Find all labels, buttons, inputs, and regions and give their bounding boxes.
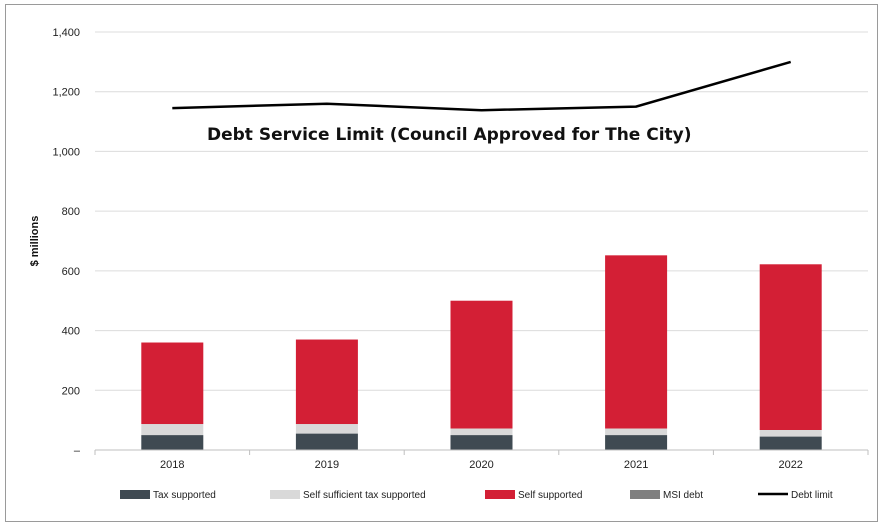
bar-2020-tax-supported xyxy=(450,435,513,450)
legend-swatch xyxy=(630,490,660,499)
bar-2019-self-sufficient-tax-supported xyxy=(295,424,358,434)
bar-2018-self-sufficient-tax-supported xyxy=(141,424,204,436)
x-axis-ticks: 2018 2019 2020 2021 2022 xyxy=(94,450,869,471)
bar-2021-tax-supported xyxy=(605,435,668,450)
legend-label: MSI debt xyxy=(663,490,703,501)
bar-2020-self-supported xyxy=(450,300,513,429)
legend-swatch xyxy=(120,490,150,499)
bar-2021-self-sufficient-tax-supported xyxy=(605,428,668,436)
x-tick-label: 2018 xyxy=(160,459,184,471)
bar-2022-self-supported xyxy=(759,264,822,430)
legend-label: Self sufficient tax supported xyxy=(303,490,426,501)
y-tick-label: 600 xyxy=(62,266,80,278)
bar-2019-tax-supported xyxy=(295,433,358,450)
debt-limit-line xyxy=(172,60,792,112)
gridlines xyxy=(95,31,868,391)
y-axis-label: $ millions xyxy=(29,216,41,267)
legend-label: Self supported xyxy=(518,490,583,501)
y-tick-label: 800 xyxy=(62,206,80,218)
debt-limit-annotation: Debt Service Limit (Council Approved for… xyxy=(207,125,692,145)
y-tick-label: 1,200 xyxy=(52,87,80,99)
bar-2018-tax-supported xyxy=(141,435,204,450)
legend-label: Tax supported xyxy=(153,490,216,501)
x-tick-label: 2020 xyxy=(469,459,493,471)
x-tick-label: 2022 xyxy=(778,459,802,471)
bar-2020-self-sufficient-tax-supported xyxy=(450,428,513,436)
bar-2019-self-supported xyxy=(295,339,358,425)
bar-2022-tax-supported xyxy=(759,436,822,450)
legend-swatch xyxy=(485,490,515,499)
y-tick-label: 1,000 xyxy=(52,146,80,158)
legend-swatch xyxy=(270,490,300,499)
y-tick-label: – xyxy=(74,445,81,457)
x-tick-label: 2021 xyxy=(624,459,648,471)
bar-2021-self-supported xyxy=(605,255,668,429)
y-tick-label: 200 xyxy=(62,385,80,397)
y-tick-label: 1,400 xyxy=(52,27,80,39)
y-tick-label: 400 xyxy=(62,326,80,338)
legend: Tax supported Self sufficient tax support… xyxy=(120,490,833,501)
x-tick-label: 2019 xyxy=(315,459,339,471)
bar-2018-self-supported xyxy=(141,342,204,425)
legend-label: Debt limit xyxy=(791,490,833,501)
bar-2022-self-sufficient-tax-supported xyxy=(759,429,822,437)
bars xyxy=(141,255,822,450)
y-axis-ticks: – 200 400 600 800 1,000 1,200 1,400 xyxy=(52,27,80,457)
